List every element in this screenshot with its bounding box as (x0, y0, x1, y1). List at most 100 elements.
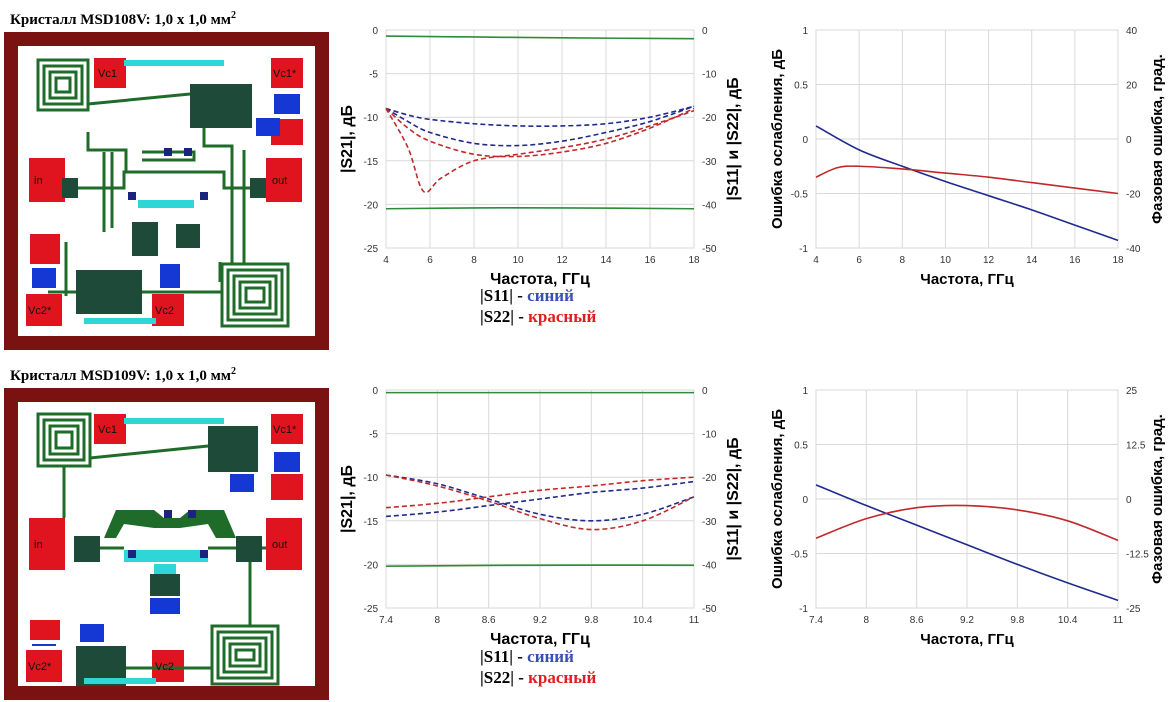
legend-s11: |S11| - синий (480, 646, 596, 667)
y-left-tick-label: -1 (799, 604, 808, 615)
y-left-tick-label: -20 (364, 200, 379, 211)
pad-label-vc1s: Vc1* (273, 68, 297, 80)
y-left-tick-label: 0 (372, 26, 378, 37)
y-left-tick-label: -25 (364, 244, 379, 255)
y-right-tick-label: -30 (702, 157, 717, 168)
y-left-tick-label: -10 (364, 113, 379, 124)
y-right-tick-label: 0 (1126, 495, 1132, 506)
y-left-axis-label: Ошибка ослабления, дБ (769, 409, 786, 589)
legend-s22-color: красный (528, 668, 597, 687)
y-right-tick-label: -10 (702, 430, 717, 441)
chart-legend: |S11| - синий |S22| - красный (480, 285, 596, 327)
series-line-red (385, 107, 695, 158)
x-tick-label: 14 (1026, 255, 1038, 266)
y-left-tick-label: 1 (802, 386, 808, 397)
x-tick-label: 7.4 (379, 615, 393, 626)
y-right-tick-label: -25 (1126, 604, 1141, 615)
x-tick-label: 8.6 (482, 615, 496, 626)
y-left-tick-label: 0 (372, 386, 378, 397)
y-right-tick-label: -40 (1126, 244, 1141, 255)
x-tick-label: 8 (435, 615, 441, 626)
x-tick-label: 18 (688, 255, 700, 266)
legend-s22-label: |S22| - (480, 307, 529, 326)
series-line-green (385, 35, 695, 40)
x-tick-label: 4 (383, 255, 389, 266)
pad-label-vc2: Vc2 (155, 305, 174, 317)
y-left-tick-label: -0.5 (791, 550, 809, 561)
series-line-blue (815, 125, 1119, 242)
x-tick-label: 11 (1113, 615, 1124, 626)
pad-label-vc2s: Vc2* (28, 661, 52, 673)
y-right-tick-label: 20 (1126, 81, 1138, 92)
y-left-tick-label: -25 (364, 604, 379, 615)
y-right-tick-label: -12.5 (1126, 550, 1149, 561)
x-axis-label: Частота, ГГц (920, 631, 1014, 648)
y-right-tick-label: -50 (702, 604, 717, 615)
pad-label-vc1: Vc1 (98, 424, 117, 436)
x-tick-label: 10.4 (633, 615, 653, 626)
y-right-tick-label: 12.5 (1126, 441, 1146, 452)
x-tick-label: 11 (689, 615, 700, 626)
chip-layout-msd108v: Vc1 Vc1* in out Vc2* Vc2 (4, 32, 329, 350)
y-right-tick-label: -40 (702, 560, 717, 571)
x-tick-label: 10.4 (1058, 615, 1078, 626)
y-right-tick-label: 0 (702, 26, 708, 37)
chart-s-params-msd109v: 7.4 8 8.6 9.2 9.8 10.4 11 0 -5 -10 -15 -20 -25 0 -10 -2… (340, 386, 742, 648)
x-tick-label: 8.6 (910, 615, 924, 626)
y-right-axis-label: Фазовая ошибка, град. (1149, 54, 1166, 224)
series-line-blue (385, 105, 695, 127)
x-tick-label: 8 (864, 615, 870, 626)
y-right-tick-label: 0 (702, 386, 708, 397)
series-line-blue (385, 480, 695, 518)
legend-s22: |S22| - красный (480, 667, 596, 688)
legend-s11: |S11| - синий (480, 285, 596, 306)
y-left-axis-label: |S21|, дБ (340, 465, 356, 533)
y-left-axis-label: Ошибка ослабления, дБ (769, 49, 786, 229)
chart-s-params-msd108v: 4 6 8 10 12 14 16 18 0 -5 -10 -15 -20 -25 0 -10 -20 -30 -4… (340, 26, 742, 288)
x-tick-label: 4 (813, 255, 819, 266)
y-left-tick-label: 0 (802, 495, 808, 506)
y-left-tick-label: 0.5 (794, 81, 808, 92)
chip-title: Кристалл MSD109V: 1,0 х 1,0 мм2 (10, 366, 236, 385)
series-line-blue (385, 474, 695, 522)
pad-label-in: in (34, 539, 43, 551)
chip-title-text: Кристалл MSD108V: 1,0 х 1,0 мм (10, 12, 232, 28)
y-right-tick-label: 0 (1126, 135, 1132, 146)
chart-legend: |S11| - синий |S22| - красный (480, 646, 596, 688)
x-tick-label: 9.2 (960, 615, 974, 626)
y-left-tick-label: -5 (369, 70, 378, 81)
y-left-tick-label: -10 (364, 473, 379, 484)
y-left-tick-label: 0 (802, 135, 808, 146)
y-left-tick-label: -1 (799, 244, 808, 255)
y-left-tick-label: -15 (364, 157, 379, 168)
legend-s11-label: |S11| - (480, 286, 528, 305)
x-tick-label: 12 (556, 255, 568, 266)
x-tick-label: 6 (427, 255, 433, 266)
x-tick-label: 9.8 (584, 615, 598, 626)
x-tick-label: 16 (644, 255, 656, 266)
series-line-blue (385, 105, 695, 147)
legend-s11-color: синий (527, 286, 574, 305)
pad-label-out: out (272, 175, 287, 187)
series-line-green (385, 564, 695, 567)
pad-label-vc2s: Vc2* (28, 305, 52, 317)
x-axis-label: Частота, ГГц (490, 271, 590, 288)
chip-title-text: Кристалл MSD109V: 1,0 х 1,0 мм (10, 368, 232, 384)
y-left-tick-label: 0.5 (794, 441, 808, 452)
chip-title-sup: 2 (231, 10, 237, 21)
y-right-tick-label: 40 (1126, 26, 1138, 37)
pad-label-vc1s: Vc1* (273, 424, 297, 436)
legend-s22: |S22| - красный (480, 306, 596, 327)
legend-s22-label: |S22| - (480, 668, 529, 687)
chip-title-sup: 2 (231, 366, 237, 377)
chip-title: Кристалл MSD108V: 1,0 х 1,0 мм2 (10, 10, 236, 29)
pad-label-out: out (272, 539, 287, 551)
chart-errors-msd108v: 4 6 8 10 12 14 16 18 1 0.5 0 -0.5 -1 40 20 0 -20 -40 Часто… (769, 26, 1166, 288)
series-line-red (385, 476, 695, 509)
x-tick-label: 9.8 (1010, 615, 1024, 626)
y-right-tick-label: -40 (702, 200, 717, 211)
pad-label-in: in (34, 175, 43, 187)
y-right-axis-label: |S11| и |S22|, дБ (725, 77, 742, 200)
y-right-tick-label: -20 (702, 113, 717, 124)
pad-label-vc2: Vc2 (155, 661, 174, 673)
